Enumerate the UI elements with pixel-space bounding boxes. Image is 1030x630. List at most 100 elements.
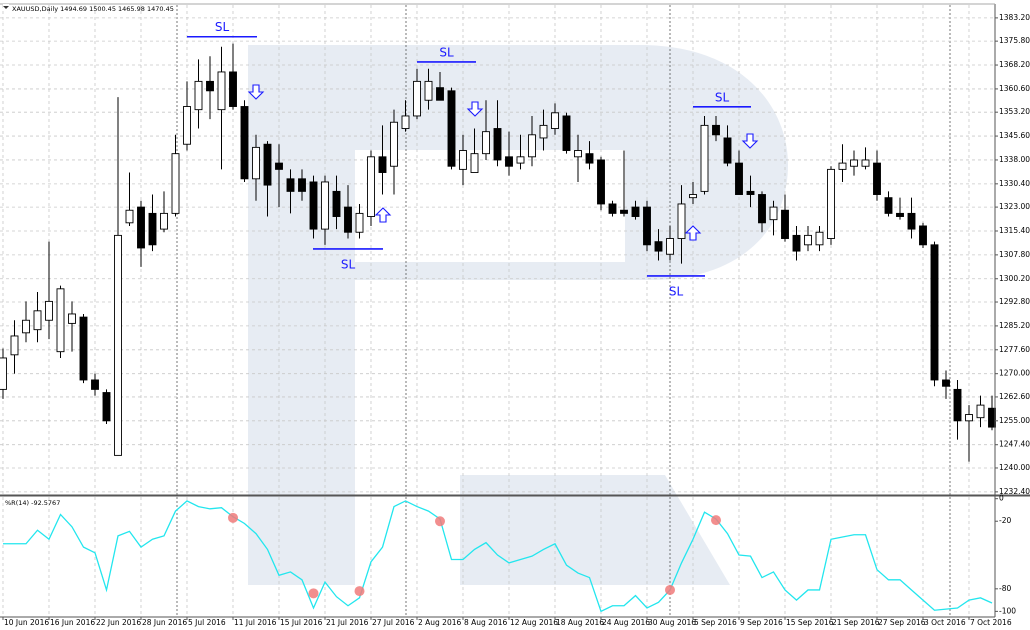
- x-tick-label: 21 Sep 2016: [832, 618, 880, 627]
- signal-dot: [435, 516, 445, 527]
- y-tick-label: 1345.60: [999, 131, 1030, 140]
- candle-body: [769, 206, 778, 221]
- x-tick-label: 15 Jul 2016: [280, 618, 323, 627]
- candle-body: [953, 388, 962, 422]
- signal-dot: [665, 584, 675, 595]
- y-tick-label: 1323.00: [999, 202, 1030, 211]
- candle-body: [114, 234, 122, 456]
- y-tick-label: 0: [999, 494, 1004, 503]
- candle-body: [689, 194, 697, 199]
- up-arrow: [374, 207, 392, 223]
- y-tick-label: 1307.80: [999, 250, 1030, 259]
- candle-body: [102, 392, 111, 422]
- y-tick-label: 1255.00: [999, 416, 1030, 425]
- candle-body: [298, 178, 306, 192]
- menu-icon-triangle: [3, 6, 9, 9]
- x-tick-label: 24 Aug 2016: [602, 618, 650, 627]
- y-tick-label: 1277.60: [999, 345, 1030, 354]
- y-tick-label: 1262.60: [999, 392, 1030, 401]
- candle-body: [45, 300, 53, 321]
- candle-body: [68, 313, 76, 324]
- indicator-line: [3, 500, 993, 613]
- candle-body: [815, 231, 824, 246]
- candle-body: [792, 234, 801, 252]
- candle-body: [539, 124, 548, 139]
- signal-arrows: [247, 84, 759, 241]
- indicator-title: %R(14) -92.5767: [5, 499, 60, 507]
- x-tick-label: 22 Jun 2016: [96, 618, 141, 627]
- candle-body: [22, 319, 30, 334]
- up-arrow: [684, 225, 702, 241]
- candle-body: [160, 212, 168, 230]
- candle-body: [459, 150, 467, 170]
- y-tick-label: 1270.00: [999, 369, 1030, 378]
- y-tick-label: 1315.40: [999, 226, 1030, 235]
- x-tick-label: 12 Aug 2016: [510, 618, 558, 627]
- x-tick-label: 27 Sep 2016: [878, 618, 926, 627]
- candle-body: [850, 159, 858, 167]
- y-tick-label: 1353.20: [999, 107, 1030, 116]
- candle-body: [378, 156, 387, 173]
- y-tick-label: 1247.40: [999, 440, 1030, 449]
- stop-loss-label: SL: [439, 45, 454, 59]
- watermark-shape: [248, 45, 788, 585]
- candle-body: [654, 241, 663, 252]
- x-tick-label: 10 Jun 2016: [4, 618, 49, 627]
- candle-body: [723, 137, 732, 164]
- candle-body: [286, 178, 295, 192]
- candle-body: [275, 162, 283, 170]
- candle-body: [781, 209, 789, 239]
- down-arrow: [247, 84, 265, 100]
- candle-body: [942, 379, 950, 387]
- y-tick-label: 1330.40: [999, 179, 1030, 188]
- candle-body: [413, 80, 421, 117]
- x-tick-label: 11 Jul 2016: [234, 618, 277, 627]
- candle-body: [390, 121, 398, 167]
- candle-body: [148, 212, 157, 246]
- candle-body: [965, 414, 973, 422]
- candle-body: [137, 206, 145, 249]
- candle-body: [631, 206, 640, 217]
- candle-body: [930, 244, 939, 381]
- candle-body: [608, 203, 617, 214]
- x-tick-label: 5 Jul 2016: [188, 618, 226, 627]
- stop-loss-label: SL: [215, 20, 230, 34]
- candle-body: [735, 162, 743, 195]
- candle-body: [401, 115, 410, 129]
- y-tick-label: 1383.20: [999, 13, 1030, 22]
- x-tick-label: 8 Aug 2016: [464, 618, 507, 627]
- candle-body: [79, 316, 88, 381]
- x-tick-label: 7 Oct 2016: [970, 618, 1012, 627]
- signal-dot: [711, 515, 721, 526]
- signal-dot: [308, 588, 319, 599]
- y-tick-label: 1232.40: [999, 487, 1030, 496]
- stop-loss-label: SL: [669, 284, 684, 298]
- x-tick-label: 16 Jun 2016: [50, 618, 95, 627]
- candle-body: [528, 134, 536, 158]
- candle-body: [838, 162, 847, 170]
- candle-body: [367, 156, 375, 217]
- candle-body: [447, 90, 456, 167]
- candle-body: [436, 87, 444, 101]
- y-tick-label: -80: [999, 584, 1011, 593]
- candle-body: [125, 209, 134, 224]
- candle-body: [643, 206, 651, 246]
- candle-body: [56, 288, 65, 353]
- candle-body: [746, 190, 755, 195]
- x-tick-label: 5 Sep 2016: [694, 618, 737, 627]
- stop-loss-label: SL: [715, 90, 730, 104]
- candle-body: [91, 379, 99, 390]
- stop-loss-label: SL: [341, 257, 356, 271]
- candle-body: [677, 203, 686, 239]
- candle-body: [0, 357, 7, 390]
- candle-body: [263, 143, 272, 186]
- y-tick-label: -100: [999, 606, 1016, 615]
- candle-body: [884, 197, 893, 214]
- x-tick-label: 30 Aug 2016: [648, 618, 696, 627]
- x-tick-label: 9 Sep 2016: [740, 618, 783, 627]
- candle-body: [171, 153, 180, 214]
- x-tick-label: 28 Jun 2016: [142, 618, 187, 627]
- candle-body: [10, 335, 19, 356]
- y-tick-label: 1300.20: [999, 274, 1030, 283]
